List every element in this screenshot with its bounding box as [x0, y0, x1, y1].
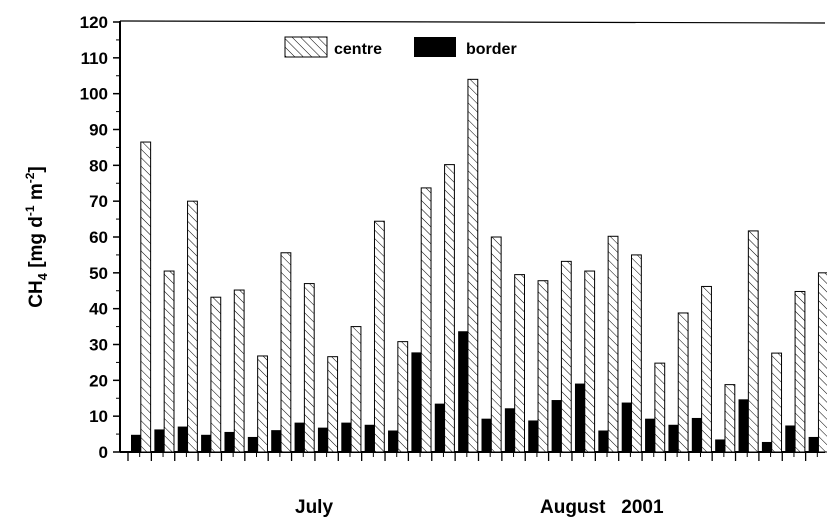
- bar-centre: [724, 384, 736, 453]
- bar-centre: [771, 352, 783, 453]
- y-tick-label: 50: [89, 264, 108, 283]
- y-tick-label: 100: [80, 85, 108, 104]
- bar-centre: [490, 236, 502, 453]
- ylabel-exp1: -1: [23, 205, 37, 216]
- bar-centre: [233, 289, 245, 453]
- top-axis-line: [119, 20, 826, 24]
- bar-border: [434, 403, 445, 452]
- y-ticks: 0 10 20 30 40 50 60 70 80 90 100 110 120: [80, 13, 120, 462]
- bar-centre: [373, 220, 385, 453]
- bar-border: [247, 436, 258, 452]
- y-tick-label: 20: [89, 371, 108, 390]
- bar-border: [598, 430, 609, 452]
- y-tick-label: 30: [89, 336, 108, 355]
- ylabel-sub: 4: [35, 272, 50, 280]
- bar-border: [201, 434, 211, 452]
- bars: [131, 78, 827, 453]
- legend-swatch-border: [414, 37, 456, 57]
- x-label-august: August 2001: [540, 497, 664, 518]
- y-tick-label: 10: [89, 407, 108, 426]
- x-label-july: July: [295, 497, 333, 518]
- bar-centre: [560, 260, 572, 453]
- bar-border: [645, 418, 655, 452]
- bar-border: [504, 408, 515, 452]
- bar-border: [271, 430, 282, 452]
- x-ticks: [127, 452, 818, 461]
- bar-border: [177, 426, 188, 452]
- bar-centre: [584, 270, 596, 453]
- y-tick-label: 90: [89, 121, 108, 140]
- bar-border: [481, 418, 492, 452]
- ylabel-unit-mid: m: [26, 183, 47, 205]
- y-axis-label: CH4 [mg d-1 m-2]: [23, 166, 50, 308]
- y-tick-label: 40: [89, 300, 108, 319]
- bar-centre: [303, 283, 315, 453]
- bar-centre: [817, 272, 827, 453]
- bar-border: [528, 420, 539, 452]
- ylabel-exp2: -2: [23, 172, 37, 183]
- bar-border: [738, 399, 749, 452]
- legend: centre border: [284, 36, 517, 58]
- bar-centre: [420, 187, 432, 453]
- bar-centre: [537, 280, 549, 453]
- bar-centre: [280, 252, 292, 453]
- bar-border: [341, 422, 352, 452]
- bar-centre: [701, 285, 712, 453]
- bar-centre: [654, 362, 666, 453]
- bar-border: [668, 424, 679, 452]
- bar-centre: [210, 296, 222, 453]
- bar-border: [317, 427, 328, 452]
- bar-centre: [327, 356, 339, 453]
- ylabel-unit-close: ]: [26, 166, 47, 172]
- bar-centre: [607, 235, 619, 453]
- bar-centre: [397, 341, 409, 453]
- bar-centre: [467, 78, 479, 453]
- bar-centre: [631, 254, 642, 453]
- bar-centre: [350, 326, 362, 453]
- bar-border: [691, 417, 702, 452]
- bar-centre: [794, 290, 806, 453]
- bar-border: [388, 430, 398, 452]
- bar-border: [294, 422, 305, 452]
- bar-border: [458, 331, 468, 452]
- bar-border: [785, 425, 796, 452]
- y-tick-label: 110: [81, 49, 108, 68]
- bar-border: [551, 400, 562, 452]
- bar-centre: [163, 270, 175, 453]
- y-tick-label: 120: [80, 13, 108, 32]
- bar-centre: [677, 312, 689, 453]
- y-tick-label: 60: [89, 228, 108, 247]
- ylabel-main: CH: [26, 280, 47, 307]
- bar-centre: [257, 355, 268, 453]
- bar-border: [808, 436, 819, 452]
- legend-label-border: border: [466, 41, 517, 58]
- y-tick-label: 70: [89, 192, 108, 211]
- bar-centre: [514, 274, 525, 453]
- bar-border: [761, 441, 772, 452]
- bar-border: [621, 402, 632, 452]
- legend-label-centre: centre: [334, 41, 382, 58]
- bar-border: [154, 429, 165, 452]
- bar-centre: [444, 164, 455, 453]
- bar-border: [715, 439, 725, 452]
- bar-border: [224, 431, 235, 452]
- bar-border: [364, 424, 375, 452]
- bar-centre: [747, 230, 759, 453]
- ylabel-unit-open: [mg d: [26, 216, 47, 273]
- y-tick-label: 80: [89, 156, 108, 175]
- bar-centre: [140, 141, 152, 453]
- svg-text:CH4 [mg d-1 m-2]: CH4 [mg d-1 m-2]: [23, 166, 50, 308]
- bar-centre: [187, 200, 198, 453]
- bar-border: [131, 434, 141, 452]
- y-tick-label: 0: [99, 443, 108, 462]
- legend-swatch-centre: [284, 36, 328, 58]
- bar-border: [411, 352, 422, 452]
- bar-border: [574, 383, 585, 452]
